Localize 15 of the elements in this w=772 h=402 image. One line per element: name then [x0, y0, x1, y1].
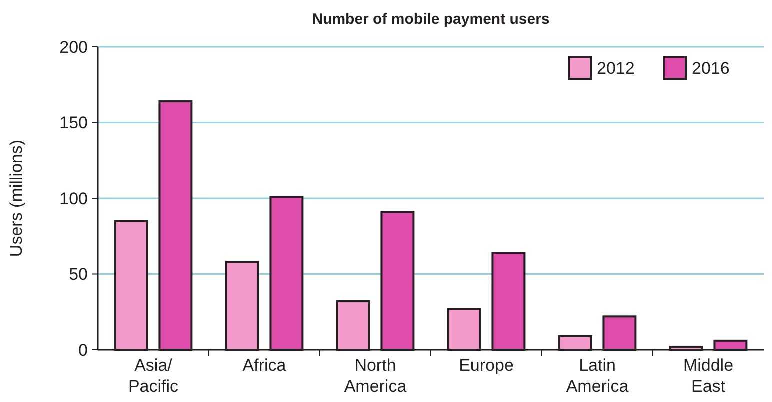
x-tick-label: Europe [459, 356, 514, 375]
x-tick-label: Asia/ Pacific [128, 356, 180, 396]
chart-title: Number of mobile payment users [312, 11, 550, 28]
y-tick-label: 50 [69, 265, 88, 284]
x-tick-label: Latin America [566, 356, 630, 396]
legend-label: 2016 [692, 59, 730, 78]
x-tick-label: North America [344, 356, 408, 396]
y-axis-title: Users (millions) [7, 140, 26, 258]
y-tick-label: 0 [78, 340, 88, 360]
y-tick-label: 150 [60, 114, 88, 133]
y-tick-label: 100 [60, 189, 88, 208]
x-tick-label: Middle East [683, 356, 734, 396]
legend-label: 2012 [597, 59, 635, 78]
x-tick-label: Africa [242, 356, 287, 375]
y-tick-label: 200 [60, 38, 88, 57]
